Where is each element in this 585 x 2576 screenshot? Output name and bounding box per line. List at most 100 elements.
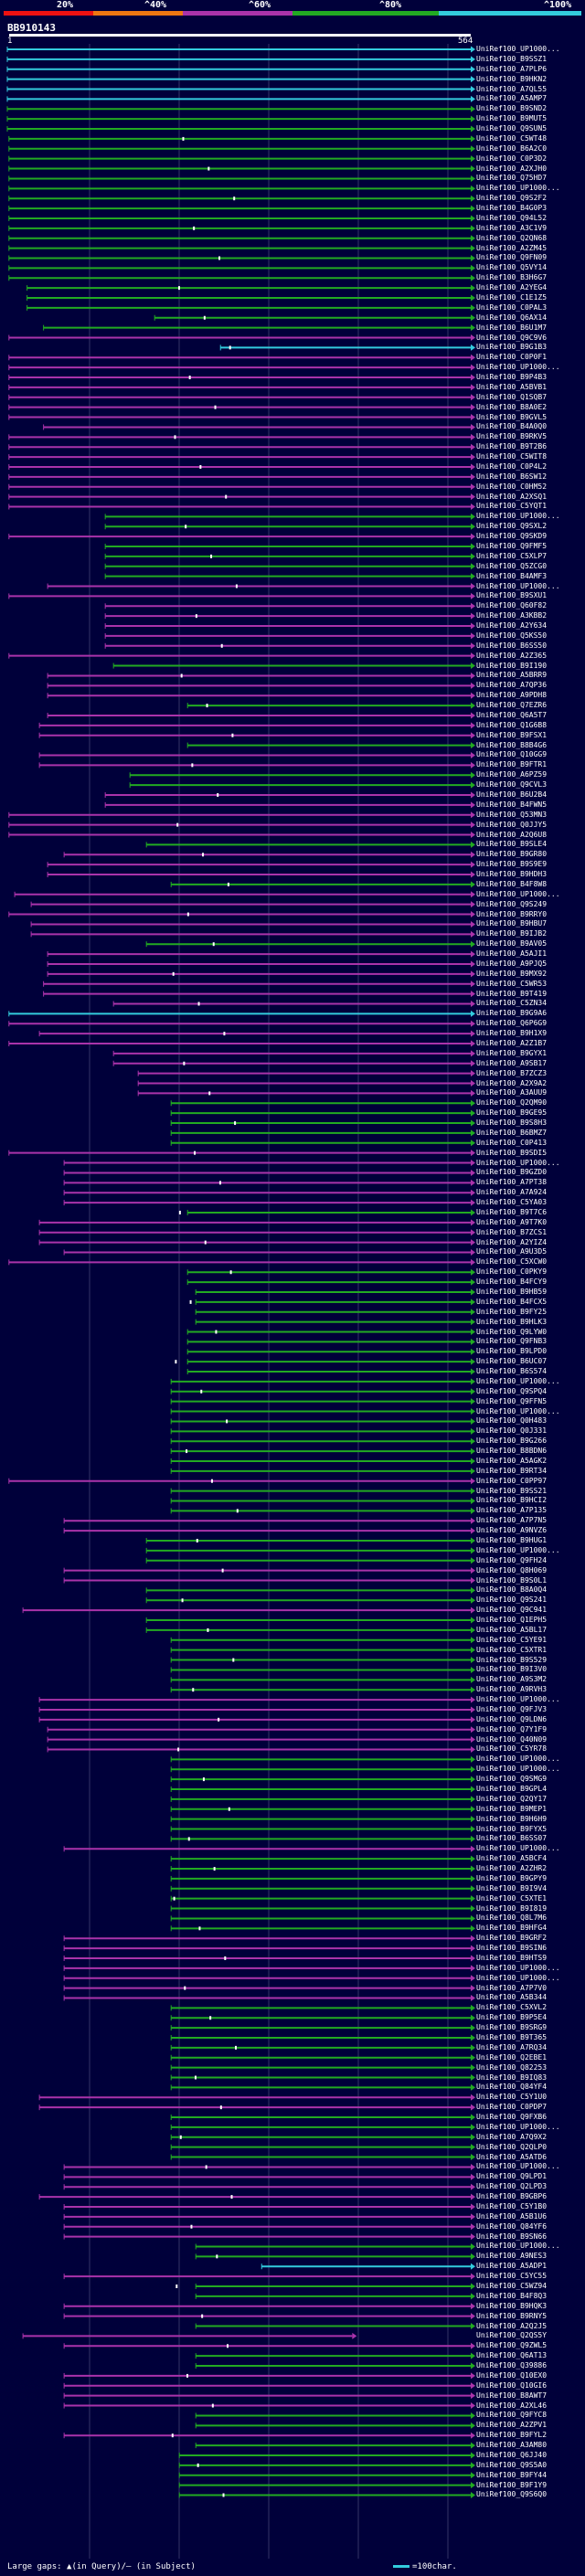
hit-label[interactable]: UniRef100_Q9C9V6	[476, 333, 548, 342]
hit-label[interactable]: UniRef100_B9GR80	[476, 850, 548, 859]
hit-label[interactable]: UniRef100_A2ZM45	[476, 243, 548, 252]
hit-label[interactable]: UniRef100_B9HUG1	[476, 1536, 548, 1544]
hit-label[interactable]: UniRef100_B9RRY0	[476, 909, 548, 918]
hit-label[interactable]: UniRef100_B9GYX1	[476, 1048, 548, 1057]
hit-label[interactable]: UniRef100_B7ZCZ3	[476, 1068, 548, 1077]
hit-label[interactable]: UniRef100_A2X9A2	[476, 1078, 548, 1087]
hit-label[interactable]: UniRef100_Q9SMG9	[476, 1775, 548, 1784]
hit-label[interactable]: UniRef100_A5BL17	[476, 1625, 548, 1634]
hit-label[interactable]: UniRef100_A9S3M2	[476, 1675, 548, 1684]
hit-label[interactable]: UniRef100_UP1000...	[476, 1545, 560, 1554]
hit-label[interactable]: UniRef100_Q6A5T7	[476, 710, 548, 719]
hit-label[interactable]: UniRef100_B9AV05	[476, 939, 548, 949]
hit-label[interactable]: UniRef100_B9MUT5	[476, 114, 548, 123]
hit-label[interactable]: UniRef100_B9FY25	[476, 1307, 548, 1316]
hit-label[interactable]: UniRef100_B9SSZ1	[476, 54, 548, 63]
hit-label[interactable]: UniRef100_C5WZ94	[476, 2282, 548, 2290]
hit-label[interactable]: UniRef100_B9SDI5	[476, 1148, 548, 1157]
hit-label[interactable]: UniRef100_B6SW12	[476, 472, 548, 481]
hit-label[interactable]: UniRef100_B8AWT7	[476, 2390, 548, 2400]
hit-label[interactable]: UniRef100_UP1000...	[476, 512, 560, 521]
hit-label[interactable]: UniRef100_B9P4B3	[476, 373, 548, 382]
hit-label[interactable]: UniRef100_Q9S249	[476, 899, 548, 908]
hit-label[interactable]: UniRef100_Q60F82	[476, 601, 548, 610]
hit-label[interactable]: UniRef100_A7RQ34	[476, 2042, 548, 2051]
hit-label[interactable]: UniRef100_C5YC55	[476, 2272, 548, 2281]
hit-label[interactable]: UniRef100_Q6JJ40	[476, 2450, 548, 2459]
hit-label[interactable]: UniRef100_A9SB17	[476, 1058, 548, 1067]
hit-label[interactable]: UniRef100_A2Y634	[476, 621, 548, 631]
hit-label[interactable]: UniRef100_UP1000...	[476, 1973, 560, 1982]
hit-label[interactable]: UniRef100_B8A0Q4	[476, 1585, 548, 1595]
hit-label[interactable]: UniRef100_A7PLP6	[476, 64, 548, 73]
hit-label[interactable]: UniRef100_C5YQT1	[476, 502, 548, 511]
hit-label[interactable]: UniRef100_A5BRR9	[476, 671, 548, 680]
hit-label[interactable]: UniRef100_UP1000...	[476, 581, 560, 590]
hit-label[interactable]: UniRef100_Q9LPD1	[476, 2172, 548, 2181]
hit-label[interactable]: UniRef100_B9HCI2	[476, 1496, 548, 1505]
hit-label[interactable]: UniRef100_UP1000...	[476, 1406, 560, 1415]
hit-label[interactable]: UniRef100_A5AMP7	[476, 94, 548, 103]
hit-label[interactable]: UniRef100_A2Z1B7	[476, 1039, 548, 1047]
hit-label[interactable]: UniRef100_B9GRF2	[476, 1934, 548, 1943]
hit-label[interactable]: UniRef100_Q9FMF5	[476, 542, 548, 550]
hit-label[interactable]: UniRef100_Q9ZWL5	[476, 2341, 548, 2350]
hit-label[interactable]: UniRef100_B9GVL5	[476, 412, 548, 421]
hit-label[interactable]: UniRef100_Q9FFN5	[476, 1396, 548, 1405]
hit-label[interactable]: UniRef100_Q7EZR6	[476, 701, 548, 710]
hit-label[interactable]: UniRef100_Q39886	[476, 2361, 548, 2370]
hit-label[interactable]: UniRef100_C0P0F1	[476, 353, 548, 362]
hit-label[interactable]: UniRef100_A5BCF4	[476, 1854, 548, 1863]
hit-label[interactable]: UniRef100_A2ZPV1	[476, 2421, 548, 2430]
hit-label[interactable]: UniRef100_UP1000...	[476, 1695, 560, 1704]
hit-label[interactable]: UniRef100_B9GPY9	[476, 1873, 548, 1882]
hit-label[interactable]: UniRef100_Q2QN68	[476, 233, 548, 242]
hit-label[interactable]: UniRef100_Q9CVL3	[476, 780, 548, 790]
hit-label[interactable]: UniRef100_B9RT34	[476, 1466, 548, 1475]
hit-label[interactable]: UniRef100_UP1000...	[476, 184, 560, 193]
hit-label[interactable]: UniRef100_B9FYL2	[476, 2431, 548, 2440]
hit-label[interactable]: UniRef100_Q9FYC8	[476, 2411, 548, 2420]
hit-label[interactable]: UniRef100_C5WR53	[476, 979, 548, 988]
hit-label[interactable]: UniRef100_A7A924	[476, 1188, 548, 1197]
hit-label[interactable]: UniRef100_A5B344	[476, 1993, 548, 2002]
hit-label[interactable]: UniRef100_C0PP97	[476, 1476, 548, 1485]
hit-label[interactable]: UniRef100_A5ATD6	[476, 2152, 548, 2161]
hit-label[interactable]: UniRef100_UP1000...	[476, 1376, 560, 1385]
hit-label[interactable]: UniRef100_B9IJB2	[476, 929, 548, 938]
hit-label[interactable]: UniRef100_B9T2B6	[476, 442, 548, 451]
hit-label[interactable]: UniRef100_B7ZCS1	[476, 1227, 548, 1236]
hit-label[interactable]: UniRef100_Q5KS50	[476, 631, 548, 640]
hit-label[interactable]: UniRef100_Q2EBE1	[476, 2052, 548, 2062]
hit-label[interactable]: UniRef100_B9HBU7	[476, 919, 548, 928]
hit-label[interactable]: UniRef100_Q6AX14	[476, 313, 548, 322]
hit-label[interactable]: UniRef100_A5ADP1	[476, 2262, 548, 2271]
hit-label[interactable]: UniRef100_A5AGK2	[476, 1456, 548, 1465]
hit-label[interactable]: UniRef100_B9MEP1	[476, 1804, 548, 1813]
hit-label[interactable]: UniRef100_UP1000...	[476, 889, 560, 898]
hit-label[interactable]: UniRef100_Q9FH24	[476, 1555, 548, 1564]
hit-label[interactable]: UniRef100_A7P7V0	[476, 1983, 548, 1992]
hit-label[interactable]: UniRef100_C5XTR1	[476, 1645, 548, 1654]
hit-label[interactable]: UniRef100_A9RVH3	[476, 1685, 548, 1694]
hit-label[interactable]: UniRef100_B4FWN5	[476, 800, 548, 809]
hit-label[interactable]: UniRef100_A9PJQ5	[476, 959, 548, 968]
hit-label[interactable]: UniRef100_A7QP36	[476, 681, 548, 690]
hit-label[interactable]: UniRef100_Q9SUN5	[476, 124, 548, 133]
hit-label[interactable]: UniRef100_B4FCX5	[476, 1297, 548, 1306]
hit-label[interactable]: UniRef100_Q9S2F2	[476, 194, 548, 203]
hit-label[interactable]: UniRef100_Q7Y1F9	[476, 1724, 548, 1733]
hit-label[interactable]: UniRef100_B9F1Y9	[476, 2480, 548, 2489]
hit-label[interactable]: UniRef100_C0P4L2	[476, 461, 548, 471]
hit-label[interactable]: UniRef100_B6U2B4	[476, 790, 548, 799]
hit-label[interactable]: UniRef100_UP1000...	[476, 1963, 560, 1972]
hit-label[interactable]: UniRef100_B9S529	[476, 1655, 548, 1664]
hit-label[interactable]: UniRef100_A5B1U6	[476, 2211, 548, 2221]
hit-label[interactable]: UniRef100_UP1000...	[476, 45, 560, 53]
hit-label[interactable]: UniRef100_B9I819	[476, 1903, 548, 1913]
hit-label[interactable]: UniRef100_UP1000...	[476, 363, 560, 372]
hit-label[interactable]: UniRef100_B9I9V4	[476, 1883, 548, 1892]
hit-label[interactable]: UniRef100_A3AUU9	[476, 1088, 548, 1097]
hit-label[interactable]: UniRef100_A7P135	[476, 1506, 548, 1515]
hit-label[interactable]: UniRef100_UP1000...	[476, 1754, 560, 1764]
